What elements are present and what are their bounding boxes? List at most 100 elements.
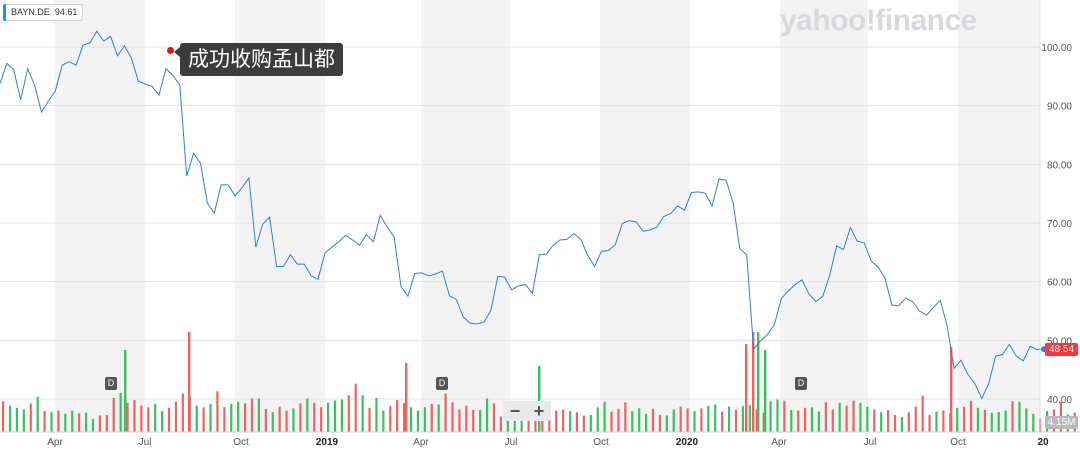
- y-tick-label: 70.00: [1047, 219, 1072, 230]
- x-tick-label: Apr: [771, 437, 787, 448]
- volume-bar: [216, 391, 219, 432]
- volume-bar: [727, 406, 731, 432]
- volume-bar: [538, 366, 541, 432]
- volume-bar: [658, 414, 662, 432]
- volume-bar: [866, 406, 869, 432]
- volume-bar: [375, 397, 378, 432]
- volume-bar: [140, 405, 143, 432]
- volume-bar: [582, 415, 585, 432]
- volume-bar: [292, 408, 295, 432]
- dividend-marker[interactable]: D: [436, 377, 448, 390]
- volume-bar: [437, 404, 440, 432]
- x-tick-label: Jul: [864, 437, 877, 448]
- volume-bar: [672, 409, 675, 432]
- volume-bar: [734, 410, 738, 432]
- volume-bar: [764, 350, 767, 432]
- dividend-marker[interactable]: D: [105, 377, 117, 390]
- y-tick-label: 50.00: [1047, 336, 1072, 347]
- volume-bar: [479, 410, 482, 432]
- price-line-group: [0, 30, 1047, 400]
- volume-bar: [562, 409, 565, 432]
- volume-bar: [1011, 401, 1014, 432]
- shade-band: [55, 0, 145, 432]
- shade-band: [600, 0, 690, 432]
- volume-bar: [285, 410, 288, 432]
- volume-bar: [485, 398, 489, 432]
- volume-bar: [651, 408, 655, 432]
- volume-bar: [783, 400, 786, 432]
- chart-grid: [0, 46, 1040, 400]
- yahoo-finance-logo: yahoo!finance: [780, 4, 977, 37]
- annotation-label: 成功收购孟山都: [180, 43, 343, 76]
- dividend-marker[interactable]: D: [795, 377, 807, 390]
- volume-bar: [161, 411, 164, 432]
- x-tick-label: Oct: [593, 437, 609, 448]
- y-axis: 100.00 90.00 80.00 70.00 60.00 50.00 40.00: [1039, 0, 1072, 432]
- volume-bar: [617, 408, 620, 432]
- volume-bar: [389, 406, 392, 432]
- volume-bar: [361, 395, 364, 432]
- volume-bar: [956, 407, 959, 432]
- x-tick-label: Oct: [233, 437, 249, 448]
- volume-bar: [900, 417, 904, 432]
- volume-bar: [313, 402, 316, 432]
- volume-bar: [873, 409, 876, 432]
- volume-bar: [250, 398, 254, 432]
- volume-bar: [188, 332, 191, 432]
- volume-bar: [147, 407, 150, 432]
- volume-bar: [852, 400, 855, 432]
- volume-bar: [804, 407, 807, 432]
- volume-bar: [124, 350, 127, 432]
- zoom-in-button[interactable]: +: [533, 401, 545, 421]
- volume-bar: [257, 398, 261, 432]
- volume-bar: [472, 410, 475, 432]
- volume-bar: [112, 397, 115, 432]
- volume-bar: [942, 410, 945, 432]
- volume-tag: 4.15M: [1045, 416, 1078, 429]
- volume-bar: [423, 407, 426, 432]
- volume-bar: [596, 407, 599, 432]
- volume-bar: [624, 402, 627, 432]
- volume-bar: [264, 408, 267, 432]
- volume-bar: [714, 404, 717, 432]
- volume-bar: [644, 413, 648, 432]
- volume-bar: [382, 410, 385, 432]
- volume-bar: [451, 402, 454, 432]
- volume-bar: [817, 411, 821, 432]
- volume-bar: [983, 410, 986, 432]
- volume-bar: [568, 411, 572, 432]
- volume-bar: [154, 403, 157, 432]
- volume-bar: [880, 412, 883, 432]
- y-tick-label: 60.00: [1047, 278, 1072, 289]
- x-tick-label: Jul: [505, 437, 518, 448]
- volume-bar: [36, 396, 39, 432]
- shade-band: [958, 0, 1040, 432]
- volume-bar: [603, 401, 606, 432]
- zoom-controls: − +: [503, 401, 551, 421]
- volume-bar: [534, 416, 537, 432]
- volume-bar: [748, 405, 751, 432]
- volume-bar: [969, 401, 973, 432]
- volume-bar: [84, 412, 88, 432]
- volume-bar: [752, 332, 755, 432]
- volume-bar: [278, 406, 281, 432]
- volume-bar: [98, 415, 101, 432]
- volume-bar: [2, 401, 5, 432]
- volume-bar: [631, 411, 634, 432]
- annotation-marker[interactable]: [167, 47, 174, 54]
- x-tick-label: 20: [1037, 437, 1049, 448]
- volume-bar: [195, 405, 198, 432]
- ticker-badge[interactable]: BAYN.DE 94.61: [3, 4, 84, 21]
- volume-bar: [757, 332, 760, 432]
- volume-bar: [997, 412, 1000, 432]
- volume-bar: [405, 363, 408, 432]
- volume-bar: [64, 413, 67, 432]
- volume-bar: [745, 344, 748, 432]
- volume-bar: [430, 403, 433, 432]
- volume-bar: [458, 409, 461, 432]
- volume-bar: [1004, 410, 1007, 432]
- volume-bar: [71, 410, 74, 432]
- zoom-out-button[interactable]: −: [509, 401, 521, 421]
- x-tick-label: 2020: [676, 437, 699, 448]
